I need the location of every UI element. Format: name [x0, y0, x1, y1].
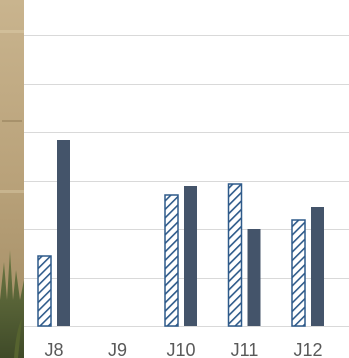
- bar-j11-series-1: [227, 183, 243, 327]
- x-tick-label-j10: J10: [166, 340, 195, 358]
- bar-j12-series-2: [311, 207, 324, 326]
- x-tick-label-j11: J11: [231, 340, 259, 358]
- x-tick-label-j9: J9: [108, 340, 127, 358]
- bar-j8-series-2: [57, 140, 70, 326]
- x-tick-labels: J8 J9 J10 J11 J12: [44, 340, 322, 358]
- bar-j11-series-2: [247, 229, 261, 326]
- bar-j12-series-1: [291, 219, 306, 327]
- bar-j8-series-1: [37, 255, 52, 327]
- x-tick-label-j12: J12: [293, 340, 322, 358]
- x-tick-label-j8: J8: [44, 340, 63, 358]
- bars: [37, 140, 324, 327]
- bar-j10-series-2: [184, 186, 197, 326]
- bar-j10-series-1: [164, 194, 179, 327]
